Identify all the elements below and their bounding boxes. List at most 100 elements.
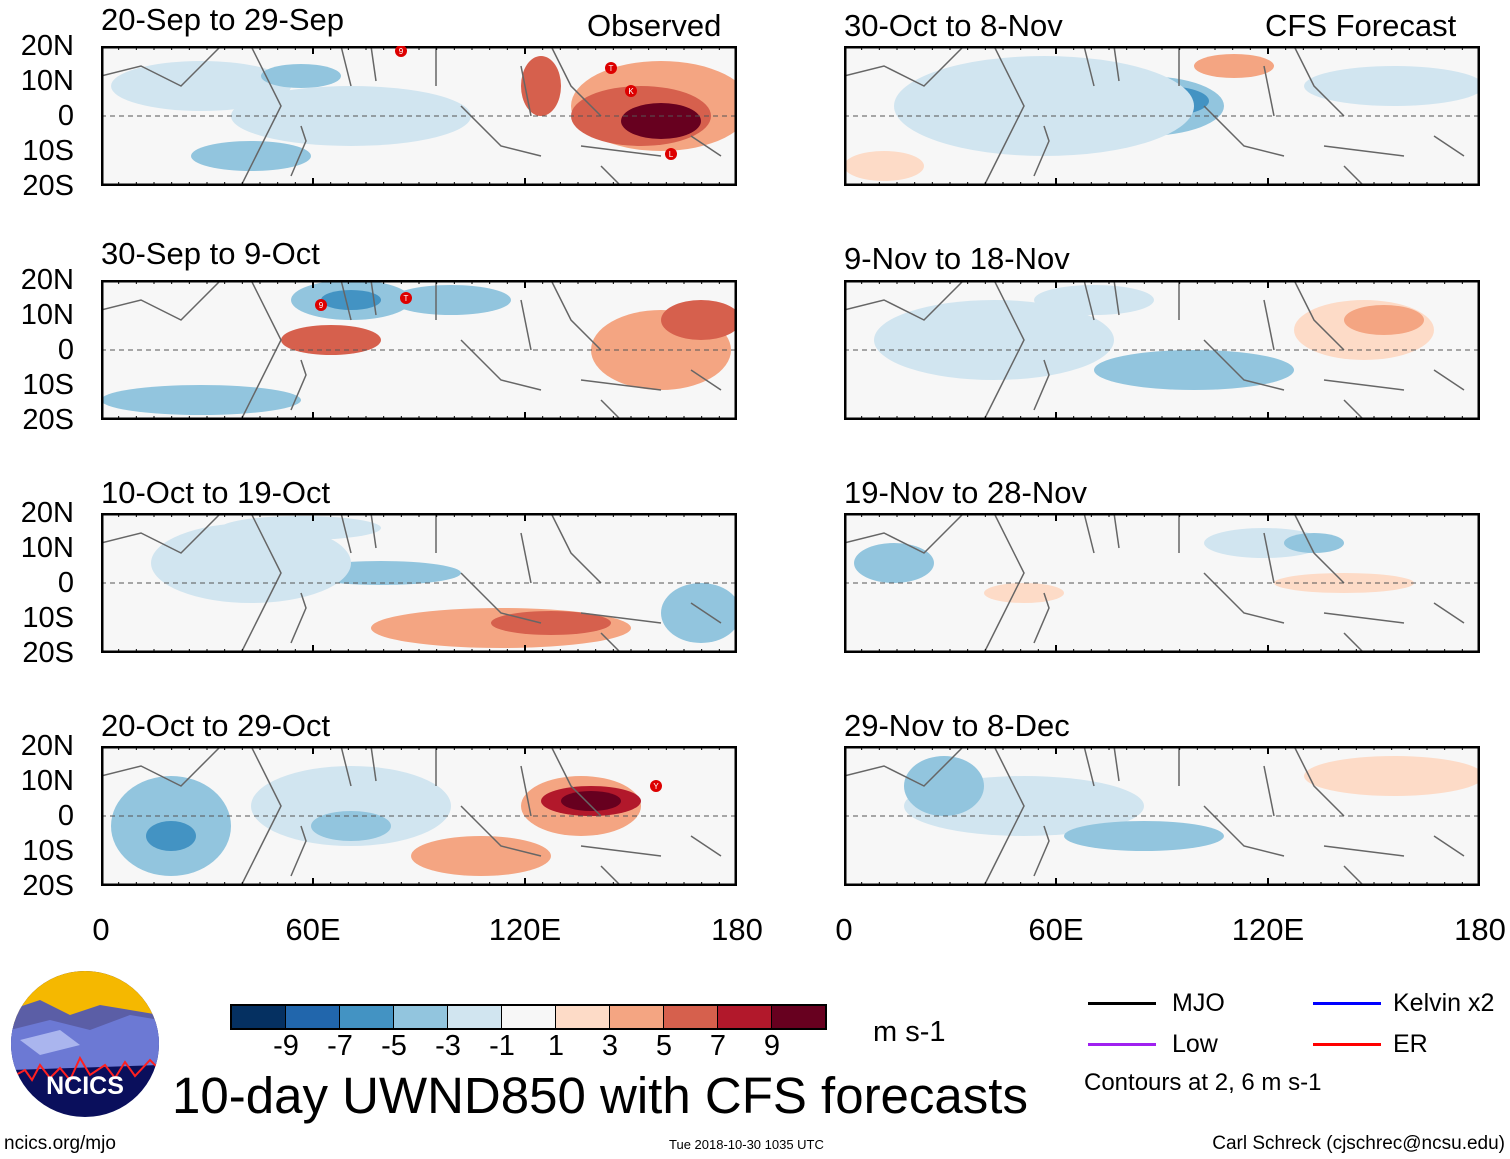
lat-label: 20S	[22, 404, 74, 436]
map-svg	[844, 280, 1480, 420]
legend-line-er	[1313, 1043, 1381, 1046]
coastlines	[844, 746, 1465, 886]
wind-anomaly-shade	[521, 56, 561, 116]
wind-anomaly-shade	[844, 151, 924, 181]
map-panel	[844, 746, 1480, 886]
wind-anomaly-shade	[261, 64, 341, 88]
lat-label: 20S	[22, 637, 74, 669]
storm-label: T	[609, 64, 614, 73]
map-svg	[844, 746, 1480, 886]
footer-url[interactable]: ncics.org/mjo	[4, 1133, 116, 1154]
map-svg	[844, 513, 1480, 653]
colorbar-swatch	[448, 1006, 502, 1028]
colorbar-swatch	[232, 1006, 286, 1028]
lat-label: 20N	[20, 264, 74, 296]
wind-anomaly-shade	[146, 821, 196, 851]
lat-label: 10N	[20, 532, 74, 564]
panel-title: 20-Sep to 29-Sep	[101, 2, 345, 37]
colorbar-swatch	[394, 1006, 448, 1028]
map-svg	[101, 513, 737, 653]
lat-label: 10S	[22, 602, 74, 634]
wind-anomaly-shade	[904, 756, 984, 816]
legend-label: Kelvin x2	[1393, 989, 1495, 1017]
wind-anomaly-shade	[391, 285, 511, 315]
wind-anomaly-shade	[1304, 66, 1480, 106]
colorbar-swatch	[556, 1006, 610, 1028]
wind-anomaly-shade	[281, 325, 381, 355]
panel-frame	[844, 513, 1480, 653]
lon-label: 120E	[488, 912, 562, 947]
map-svg: Y	[101, 746, 737, 886]
panel-frame	[101, 746, 737, 886]
colorbar-swatch	[772, 1006, 825, 1028]
coastlines	[844, 46, 1465, 186]
colorbar-swatch	[502, 1006, 556, 1028]
panel-frame	[101, 280, 737, 420]
coastlines	[101, 513, 722, 653]
lat-label: 10N	[20, 65, 74, 97]
wind-anomaly-shade	[1204, 528, 1324, 558]
map-panel: 9 T K L	[101, 46, 737, 186]
map-panel	[101, 513, 737, 653]
wind-anomaly-shade	[1284, 533, 1344, 553]
wind-anomaly-shade	[1194, 54, 1274, 78]
wind-anomaly-shade	[1034, 285, 1154, 315]
wind-anomaly-shade	[1344, 305, 1424, 335]
lon-label: 60E	[1028, 912, 1084, 947]
wind-anomaly-shade	[854, 543, 934, 583]
legend-label: MJO	[1172, 989, 1225, 1017]
panel-frame	[844, 746, 1480, 886]
lon-label: 0	[835, 912, 853, 947]
tropical-cyclone-icon: L	[665, 148, 677, 160]
panel-frame	[844, 280, 1480, 420]
map-svg: 9 T K L	[101, 46, 737, 186]
lat-label: 10S	[22, 135, 74, 167]
storm-label: T	[404, 294, 409, 303]
panel-frame	[101, 46, 737, 186]
colorbar-label: -1	[489, 1030, 515, 1062]
map-panel	[844, 513, 1480, 653]
wind-anomaly-shade	[311, 811, 391, 841]
colorbar-label: -5	[381, 1030, 407, 1062]
legend-label: ER	[1393, 1030, 1428, 1058]
wind-anomaly-shade	[491, 611, 611, 635]
panel-title: 29-Nov to 8-Dec	[844, 708, 1070, 743]
lat-label: 20S	[22, 170, 74, 202]
wind-anomaly-shade	[661, 583, 737, 643]
logo-text: NCICS	[46, 1072, 124, 1100]
map-panel	[844, 46, 1480, 186]
panel-title: 30-Sep to 9-Oct	[101, 236, 320, 271]
lat-label: 10N	[20, 299, 74, 331]
wind-anomaly-shade	[1304, 756, 1480, 796]
wind-anomaly-shade	[321, 290, 381, 310]
panel-title: 9-Nov to 18-Nov	[844, 241, 1070, 276]
panel-title: 20-Oct to 29-Oct	[101, 708, 331, 743]
storm-label: K	[628, 87, 634, 96]
storm-label: Y	[653, 782, 659, 791]
map-panel	[844, 280, 1480, 420]
legend-label: Low	[1172, 1030, 1218, 1058]
storm-label: 9	[319, 301, 324, 310]
colorbar-label: 7	[709, 1030, 727, 1062]
lat-label: 0	[57, 800, 74, 832]
lat-label: 10N	[20, 765, 74, 797]
lat-label: 20S	[22, 870, 74, 902]
panel-title: 30-Oct to 8-Nov	[844, 8, 1063, 43]
coastlines	[101, 746, 722, 886]
legend-line-low	[1088, 1043, 1156, 1046]
colorbar-label: -9	[273, 1030, 299, 1062]
wind-anomaly-shade	[561, 791, 621, 811]
main-title: 10-day UWND850 with CFS forecasts	[172, 1067, 1028, 1124]
colorbar-label: 9	[763, 1030, 781, 1062]
lat-label: 0	[57, 567, 74, 599]
tropical-cyclone-icon: K	[625, 85, 637, 97]
contour-note: Contours at 2, 6 m s-1	[1084, 1069, 1322, 1096]
tropical-cyclone-icon: Y	[650, 780, 662, 792]
panel-title: 10-Oct to 19-Oct	[101, 475, 331, 510]
panel-frame	[844, 46, 1480, 186]
coastlines	[844, 280, 1465, 420]
tropical-cyclone-icon: T	[605, 62, 617, 74]
lon-label: 120E	[1231, 912, 1305, 947]
